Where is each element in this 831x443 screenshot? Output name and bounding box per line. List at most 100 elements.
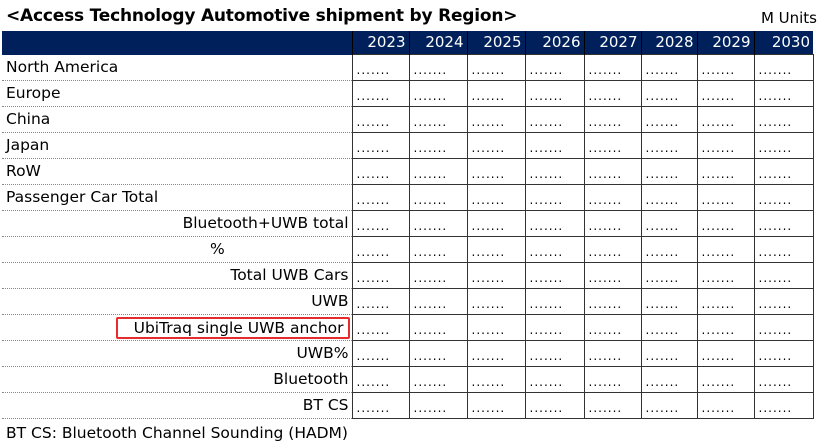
table-row: North America...........................…: [2, 54, 814, 81]
value-cell: .......: [466, 210, 526, 237]
value-cell: .......: [466, 80, 526, 107]
value-cell: .......: [524, 184, 585, 211]
value-cell: .......: [524, 340, 585, 367]
year-header: 2024: [408, 31, 467, 55]
row-label-cell: Bluetooth+UWB total: [2, 210, 352, 237]
row-label-cell: Bluetooth: [2, 366, 352, 393]
value-cell: .......: [640, 132, 698, 159]
row-label: Passenger Car Total: [6, 188, 159, 206]
row-label-cell: UWB%: [2, 340, 352, 367]
value-cell: .......: [351, 340, 410, 367]
value-cell: .......: [583, 236, 642, 263]
value-cell: .......: [408, 288, 468, 315]
value-cell: .......: [640, 158, 698, 185]
value-cell: .......: [351, 80, 410, 107]
value-cell: .......: [408, 106, 468, 133]
value-cell: .......: [583, 80, 642, 107]
value-cell: .......: [640, 54, 698, 81]
value-cell: .......: [351, 288, 410, 315]
value-cell: .......: [351, 210, 410, 237]
value-cell: .......: [408, 54, 468, 81]
value-cell: .......: [466, 392, 526, 419]
value-cell: .......: [696, 366, 755, 393]
value-cell: .......: [640, 262, 698, 289]
value-cell: .......: [753, 106, 814, 133]
highlighted-row-label: UbiTraq single UWB anchor: [115, 316, 350, 339]
value-cell: .......: [583, 106, 642, 133]
year-header: 2029: [696, 31, 754, 55]
value-cell: .......: [696, 392, 755, 419]
value-cell: .......: [696, 288, 755, 315]
value-cell: .......: [640, 340, 698, 367]
value-cell: .......: [408, 132, 468, 159]
table-row: Bluetooth+UWB total.....................…: [2, 210, 814, 237]
row-label-cell: Europe: [2, 80, 352, 107]
year-header: 2026: [524, 31, 584, 55]
value-cell: .......: [640, 236, 698, 263]
year-header: 2025: [466, 31, 525, 55]
value-cell: .......: [583, 158, 642, 185]
header-row: 2023 2024 2025 2026 2027 2028 2029 2030: [2, 31, 813, 55]
header-blank: [2, 31, 352, 55]
value-cell: .......: [583, 314, 642, 341]
value-cell: .......: [524, 236, 585, 263]
value-cell: .......: [466, 262, 526, 289]
value-cell: .......: [408, 314, 468, 341]
value-cell: .......: [351, 262, 410, 289]
value-cell: .......: [696, 340, 755, 367]
row-label: RoW: [6, 162, 41, 180]
value-cell: .......: [351, 54, 410, 81]
table-row: UbiTraq single UWB anchor...............…: [2, 314, 814, 341]
value-cell: .......: [524, 366, 585, 393]
value-cell: .......: [583, 210, 642, 237]
table-row: BT CS...................................…: [2, 392, 814, 419]
value-cell: .......: [466, 340, 526, 367]
table-row: China...................................…: [2, 106, 814, 133]
value-cell: .......: [466, 158, 526, 185]
value-cell: .......: [408, 184, 468, 211]
value-cell: .......: [753, 210, 814, 237]
value-cell: .......: [524, 210, 585, 237]
table-row: Bluetooth...............................…: [2, 366, 814, 393]
year-header: 2023: [351, 31, 409, 55]
table-row: Europe..................................…: [2, 80, 814, 107]
value-cell: .......: [351, 392, 410, 419]
value-cell: .......: [408, 262, 468, 289]
value-cell: .......: [466, 288, 526, 315]
table-row: Total UWB Cars..........................…: [2, 262, 814, 289]
row-label: Bluetooth+UWB total: [182, 214, 349, 232]
value-cell: .......: [753, 236, 814, 263]
value-cell: .......: [466, 236, 526, 263]
row-label: Total UWB Cars: [230, 266, 349, 284]
value-cell: .......: [753, 80, 814, 107]
value-cell: .......: [640, 80, 698, 107]
table-row: UWB%....................................…: [2, 340, 814, 367]
value-cell: .......: [466, 314, 526, 341]
value-cell: .......: [524, 392, 585, 419]
row-label: North America: [6, 57, 119, 76]
row-label: UWB: [311, 292, 349, 310]
table-row: RoW.....................................…: [2, 158, 814, 185]
value-cell: .......: [640, 288, 698, 315]
year-header: 2030: [753, 31, 813, 55]
value-cell: .......: [524, 158, 585, 185]
value-cell: .......: [753, 392, 814, 419]
year-header: 2027: [583, 31, 641, 55]
value-cell: .......: [640, 314, 698, 341]
value-cell: .......: [408, 210, 468, 237]
row-label-cell: RoW: [2, 158, 352, 185]
value-cell: .......: [753, 184, 814, 211]
value-cell: .......: [524, 106, 585, 133]
value-cell: .......: [640, 392, 698, 419]
value-cell: .......: [640, 366, 698, 393]
value-cell: .......: [351, 314, 410, 341]
value-cell: .......: [466, 106, 526, 133]
value-cell: .......: [753, 158, 814, 185]
value-cell: .......: [753, 132, 814, 159]
table-row: Passenger Car Total.....................…: [2, 184, 814, 211]
row-label-cell: Total UWB Cars: [2, 262, 352, 289]
value-cell: .......: [753, 54, 814, 81]
row-label: Europe: [6, 84, 61, 102]
value-cell: .......: [583, 288, 642, 315]
value-cell: .......: [408, 366, 468, 393]
